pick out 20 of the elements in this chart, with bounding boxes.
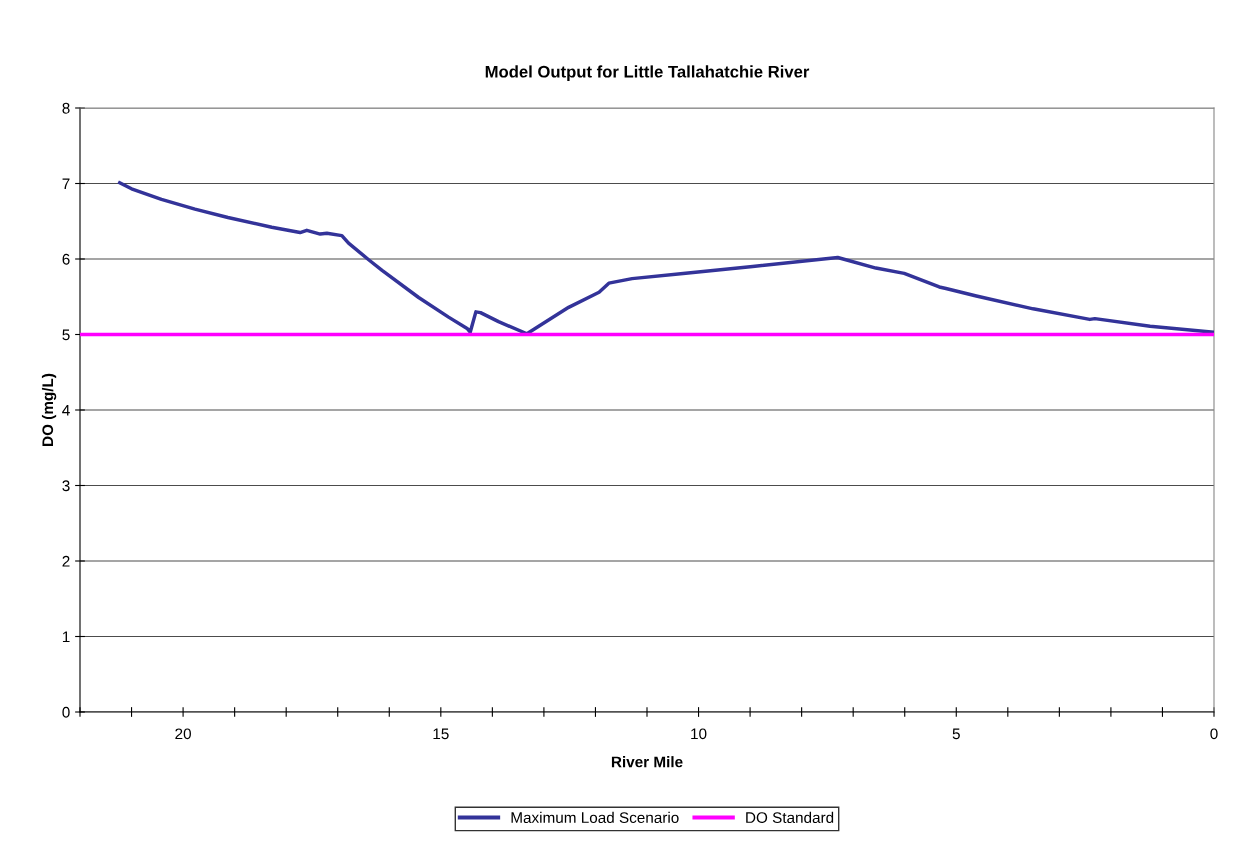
y-tick-label: 1	[62, 631, 70, 643]
y-tick-label: 7	[62, 178, 70, 190]
x-tick-label: 5	[952, 728, 960, 740]
y-tick-label: 6	[62, 253, 70, 265]
legend-label: Maximum Load Scenario	[511, 811, 679, 824]
x-tick-label: 0	[1210, 728, 1218, 740]
x-tick-label: 20	[175, 728, 191, 740]
x-tick-label: 15	[433, 728, 449, 740]
y-tick-label: 3	[62, 480, 70, 492]
y-tick-label: 2	[62, 555, 70, 567]
y-axis-title: DO (mg/L)	[41, 373, 57, 446]
chart-title: Model Output for Little Tallahatchie River	[485, 65, 810, 81]
y-tick-label: 0	[62, 706, 70, 718]
y-tick-label: 4	[62, 405, 70, 416]
legend-label: DO Standard	[746, 811, 834, 824]
line-series	[117, 181, 1214, 336]
y-tick-label: 5	[62, 329, 70, 341]
x-tick-label: 10	[691, 728, 707, 740]
y-tick-label: 8	[62, 102, 70, 114]
x-axis-title: River Mile	[611, 756, 683, 768]
